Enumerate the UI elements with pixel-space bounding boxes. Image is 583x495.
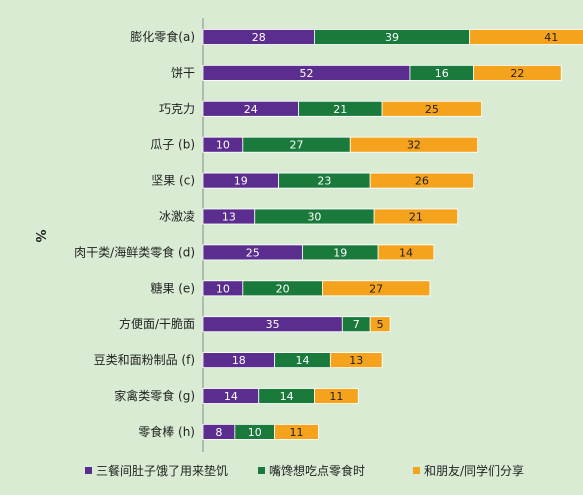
bar-value-label: 27 [369,282,383,295]
bar-value-label: 21 [333,103,347,116]
bar-value-label: 16 [435,67,449,80]
bar-segment [381,100,483,117]
bar-value-label: 28 [252,31,266,44]
bar-value-label: 41 [544,31,558,44]
category-label: 坚果 (c) [151,174,195,188]
bar-value-label: 19 [234,175,248,188]
bar-value-label: 8 [215,426,222,439]
bar-value-label: 13 [222,211,236,224]
legend-label: 和朋友/同学们分享 [424,463,524,478]
bar-value-label: 10 [216,139,230,152]
bar-value-label: 25 [425,103,439,116]
bar-value-label: 11 [290,426,304,439]
bar-value-label: 23 [317,175,331,188]
bar-value-label: 20 [276,282,290,295]
bar-value-label: 26 [415,175,429,188]
category-label: 巧克力 [159,102,195,116]
category-label: 饼干 [171,66,195,80]
bar-value-label: 22 [510,67,524,80]
bar-value-label: 24 [244,103,258,116]
legend-label: 三餐间肚子饿了用来垫饥 [96,463,228,478]
bar-value-label: 18 [232,354,246,367]
bar-segment [349,136,479,153]
legend-swatch [413,467,420,474]
legend: 三餐间肚子饿了用来垫饥 嘴馋想吃点零食时 和朋友/同学们分享 [85,463,524,478]
category-label: 零食棒 (h) [138,424,195,439]
bar-value-label: 27 [290,139,304,152]
bar-value-label: 14 [296,354,310,367]
bar-segment [377,244,435,261]
y-axis-label: % [32,229,47,242]
category-label: 肉干类/海鲜类零食 (d) [74,244,195,259]
category-label: 家禽类零食 (g) [114,388,195,403]
category-label: 膨化零食(a) [130,29,195,44]
bar-segment [329,352,383,369]
bar-segment [373,208,459,225]
bar-value-label: 25 [246,246,260,259]
category-label: 糖果 (e) [150,280,195,295]
bar-value-label: 5 [377,318,384,331]
bar-segment [369,172,475,189]
legend-swatch [85,467,92,474]
legend-swatch [258,467,265,474]
bar-value-label: 7 [353,318,360,331]
bar-segment [321,280,431,297]
bar-value-label: 14 [399,246,413,259]
bars-group: 28 39 41 52 16 22 24 21 25 10 27 32 19 23 26 13 30 21 25 19… [202,29,583,440]
bar-value-label: 35 [266,318,280,331]
bar-value-label: 32 [407,139,421,152]
bar-segment [274,423,319,440]
bar-segment [473,65,562,81]
bar-segment [314,388,359,404]
category-label: 方便面/干脆面 [119,316,195,331]
bar-value-label: 52 [299,67,313,80]
bar-segment [469,29,583,45]
bar-value-label: 39 [385,31,399,44]
bar-segment [369,316,391,333]
category-label: 豆类和面粉制品 (f) [94,353,195,367]
bar-value-label: 10 [216,282,230,295]
legend-label: 嘴馋想吃点零食时 [269,463,365,478]
bar-value-label: 10 [248,426,262,439]
bar-value-label: 14 [280,390,294,403]
bar-value-label: 30 [307,211,321,224]
category-label: 瓜子 (b) [150,138,195,152]
bar-value-label: 21 [409,211,423,224]
bar-value-label: 14 [224,390,238,403]
bar-value-label: 13 [349,354,363,367]
category-label: 冰激凌 [159,210,195,224]
bar-value-label: 11 [329,390,343,403]
bar-value-label: 19 [333,246,347,259]
